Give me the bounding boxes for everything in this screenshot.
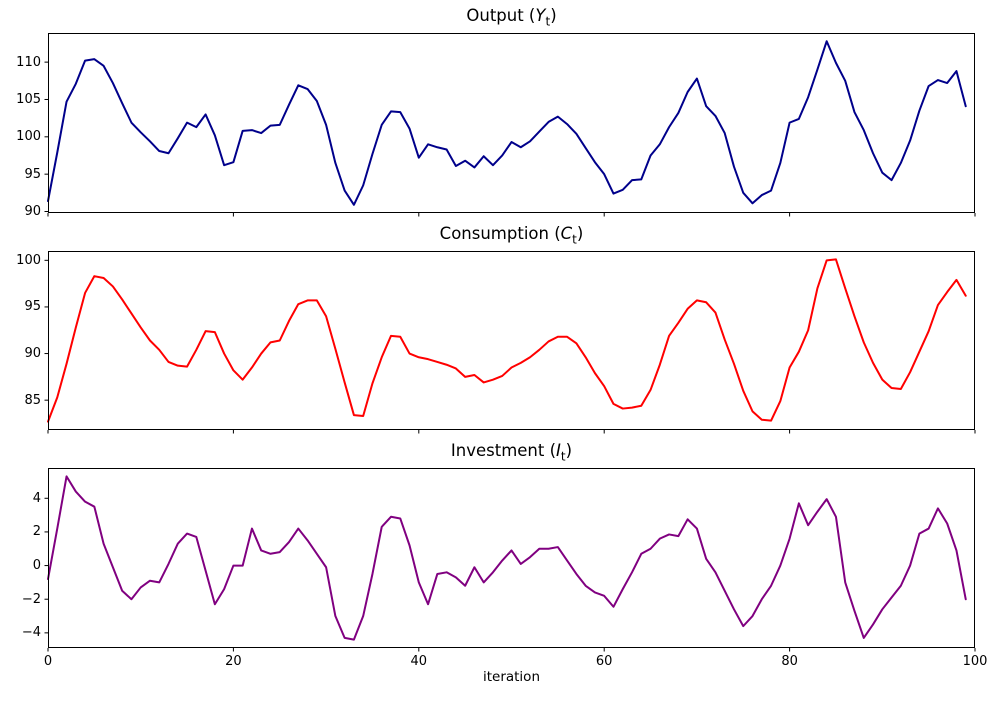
axes-border (48, 468, 975, 648)
title-math-var: C (560, 224, 573, 243)
title-text: ) (550, 6, 557, 25)
consumption-svg (44, 251, 976, 434)
output-ytick-label: 100 (16, 129, 41, 145)
output-ytick-label: 95 (24, 166, 41, 182)
investment-ytick-label: 4 (32, 490, 41, 506)
title-text: Output ( (466, 6, 536, 25)
title-text: Consumption ( (439, 224, 561, 243)
output-ytick-label: 105 (16, 91, 41, 107)
title-text: ) (576, 224, 584, 243)
output-ytick-label: 110 (16, 54, 41, 70)
investment-line (47, 475, 967, 641)
consumption-ytick-label: 85 (24, 392, 41, 408)
title-math-sub: t (560, 449, 566, 464)
title-math-sub: t (572, 232, 577, 247)
consumption-line (47, 258, 967, 423)
x-tick-label: 20 (225, 654, 242, 669)
output-plot-area (44, 33, 976, 217)
x-tick-label: 0 (43, 654, 53, 669)
x-tick-label: 80 (781, 654, 798, 669)
x-tick-label: 100 (962, 654, 988, 669)
x-axis-label: iteration (482, 669, 541, 685)
consumption-chart-title: Consumption (Ct) (48, 224, 975, 246)
title-text: ) (565, 441, 573, 460)
axes-border (48, 33, 975, 213)
title-math-var: I (556, 441, 561, 460)
investment-ytick-label: 0 (32, 558, 41, 574)
consumption-plot-area (44, 251, 976, 434)
output-svg (44, 33, 976, 217)
x-tick-label: 40 (410, 654, 428, 669)
x-tick-label: 60 (595, 654, 613, 669)
output-chart-title: Output (Yt) (48, 6, 975, 28)
title-text: Investment ( (450, 441, 557, 460)
consumption-ytick-label: 95 (24, 299, 41, 315)
investment-ytick-label: −4 (21, 625, 41, 641)
investment-chart-title: Investment (It) (48, 441, 975, 463)
output-ytick-label: 90 (24, 204, 41, 219)
consumption-ytick-label: 90 (24, 346, 41, 362)
investment-ytick-label: 2 (32, 524, 41, 540)
investment-ytick-label: −2 (21, 591, 41, 607)
investment-plot-area (44, 468, 976, 652)
investment-svg (44, 468, 976, 652)
title-math-var: Y (535, 6, 546, 25)
axes-border (48, 251, 975, 430)
output-line (47, 40, 967, 206)
consumption-ytick-label: 100 (16, 252, 41, 268)
title-math-sub: t (545, 14, 551, 29)
